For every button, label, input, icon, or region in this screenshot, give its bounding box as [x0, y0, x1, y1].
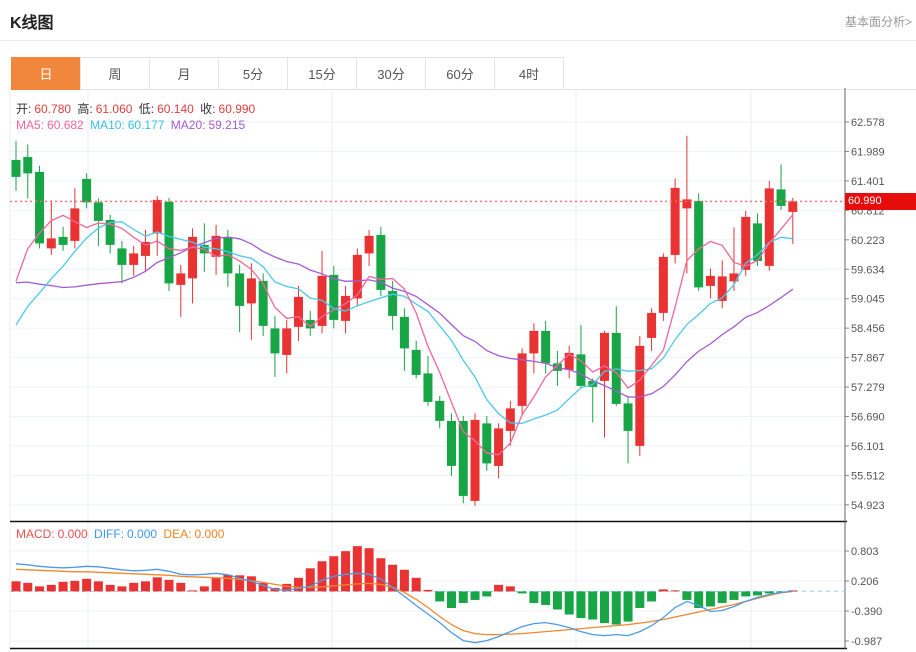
ma20-label: MA20:: [170, 118, 206, 132]
svg-text:59.045: 59.045: [851, 294, 885, 306]
candles-layer: [11, 135, 798, 506]
tab-weekly[interactable]: 周: [80, 57, 150, 90]
macd-value: 0.000: [57, 527, 88, 541]
svg-text:0.206: 0.206: [851, 576, 879, 588]
svg-text:60.223: 60.223: [851, 235, 885, 247]
ma5-line: [15, 214, 794, 456]
header: K线图 基本面分析>: [0, 0, 916, 41]
svg-text:-0.987: -0.987: [851, 636, 882, 648]
tab-5min[interactable]: 5分: [218, 57, 288, 90]
tab-monthly[interactable]: 月: [149, 57, 219, 90]
high-value: 61.060: [95, 102, 133, 116]
macd-label: MACD:: [16, 527, 55, 541]
macd-axis: 0.803 0.206 -0.390 -0.987: [845, 546, 882, 648]
open-value: 60.780: [34, 102, 72, 116]
diff-value: 0.000: [127, 527, 158, 541]
tab-4hour[interactable]: 4时: [494, 57, 564, 90]
tab-15min[interactable]: 15分: [287, 57, 357, 90]
dea-line: [15, 568, 793, 636]
macd-histogram: [11, 546, 798, 625]
tab-60min[interactable]: 60分: [425, 57, 495, 90]
ma10-value: 60.177: [127, 118, 165, 132]
ohlc-legend: 开: 60.780 高: 61.060 低: 60.140 收: 60.990: [16, 100, 258, 117]
svg-text:59.634: 59.634: [851, 264, 885, 276]
svg-text:56.101: 56.101: [851, 441, 885, 453]
low-value: 60.140: [157, 102, 194, 116]
price-axis: 62.57861.98961.40160.81260.22359.63459.0…: [845, 117, 885, 512]
tab-daily[interactable]: 日: [11, 57, 81, 90]
diff-line: [15, 563, 793, 644]
ma10-label: MA10:: [90, 118, 125, 132]
ma5-value: 60.682: [47, 118, 84, 132]
ma10-line: [15, 221, 793, 424]
tab-30min[interactable]: 30分: [356, 57, 426, 90]
ma5-label: MA5:: [16, 118, 45, 132]
candlestick-chart[interactable]: 62.57861.98961.40160.81260.22359.63459.0…: [0, 88, 916, 652]
page-title: K线图: [10, 15, 54, 32]
period-tab-bar: 日 周 月 5分 15分 30分 60分 4时: [11, 57, 564, 90]
ma20-value: 59.215: [208, 118, 246, 132]
macd-legend: MACD: 0.000 DIFF: 0.000 DEA: 0.000: [16, 527, 227, 541]
svg-text:62.578: 62.578: [851, 117, 885, 129]
fundamental-analysis-link[interactable]: 基本面分析>: [844, 15, 912, 29]
ma-legend: MA5: 60.682 MA10: 60.177 MA20: 59.215: [16, 118, 248, 132]
high-label: 高:: [77, 102, 93, 116]
svg-text:61.401: 61.401: [851, 176, 885, 188]
svg-text:57.867: 57.867: [851, 353, 885, 365]
open-label: 开:: [16, 102, 32, 116]
dea-label: DEA:: [163, 527, 192, 541]
svg-text:0.803: 0.803: [851, 546, 879, 558]
svg-text:-0.390: -0.390: [851, 606, 882, 618]
close-value: 60.990: [218, 102, 256, 116]
close-label: 收:: [200, 102, 216, 116]
svg-text:56.690: 56.690: [851, 412, 885, 424]
diff-label: DIFF:: [94, 527, 125, 541]
svg-text:58.456: 58.456: [851, 323, 885, 335]
svg-text:54.923: 54.923: [851, 500, 885, 512]
svg-text:57.279: 57.279: [851, 382, 885, 394]
svg-text:55.512: 55.512: [851, 470, 885, 482]
svg-text:61.989: 61.989: [851, 146, 885, 158]
low-label: 低:: [138, 102, 155, 116]
ma20-line: [15, 236, 794, 398]
current-price-tag: 60.990: [845, 193, 916, 210]
dea-value: 0.000: [194, 527, 225, 541]
